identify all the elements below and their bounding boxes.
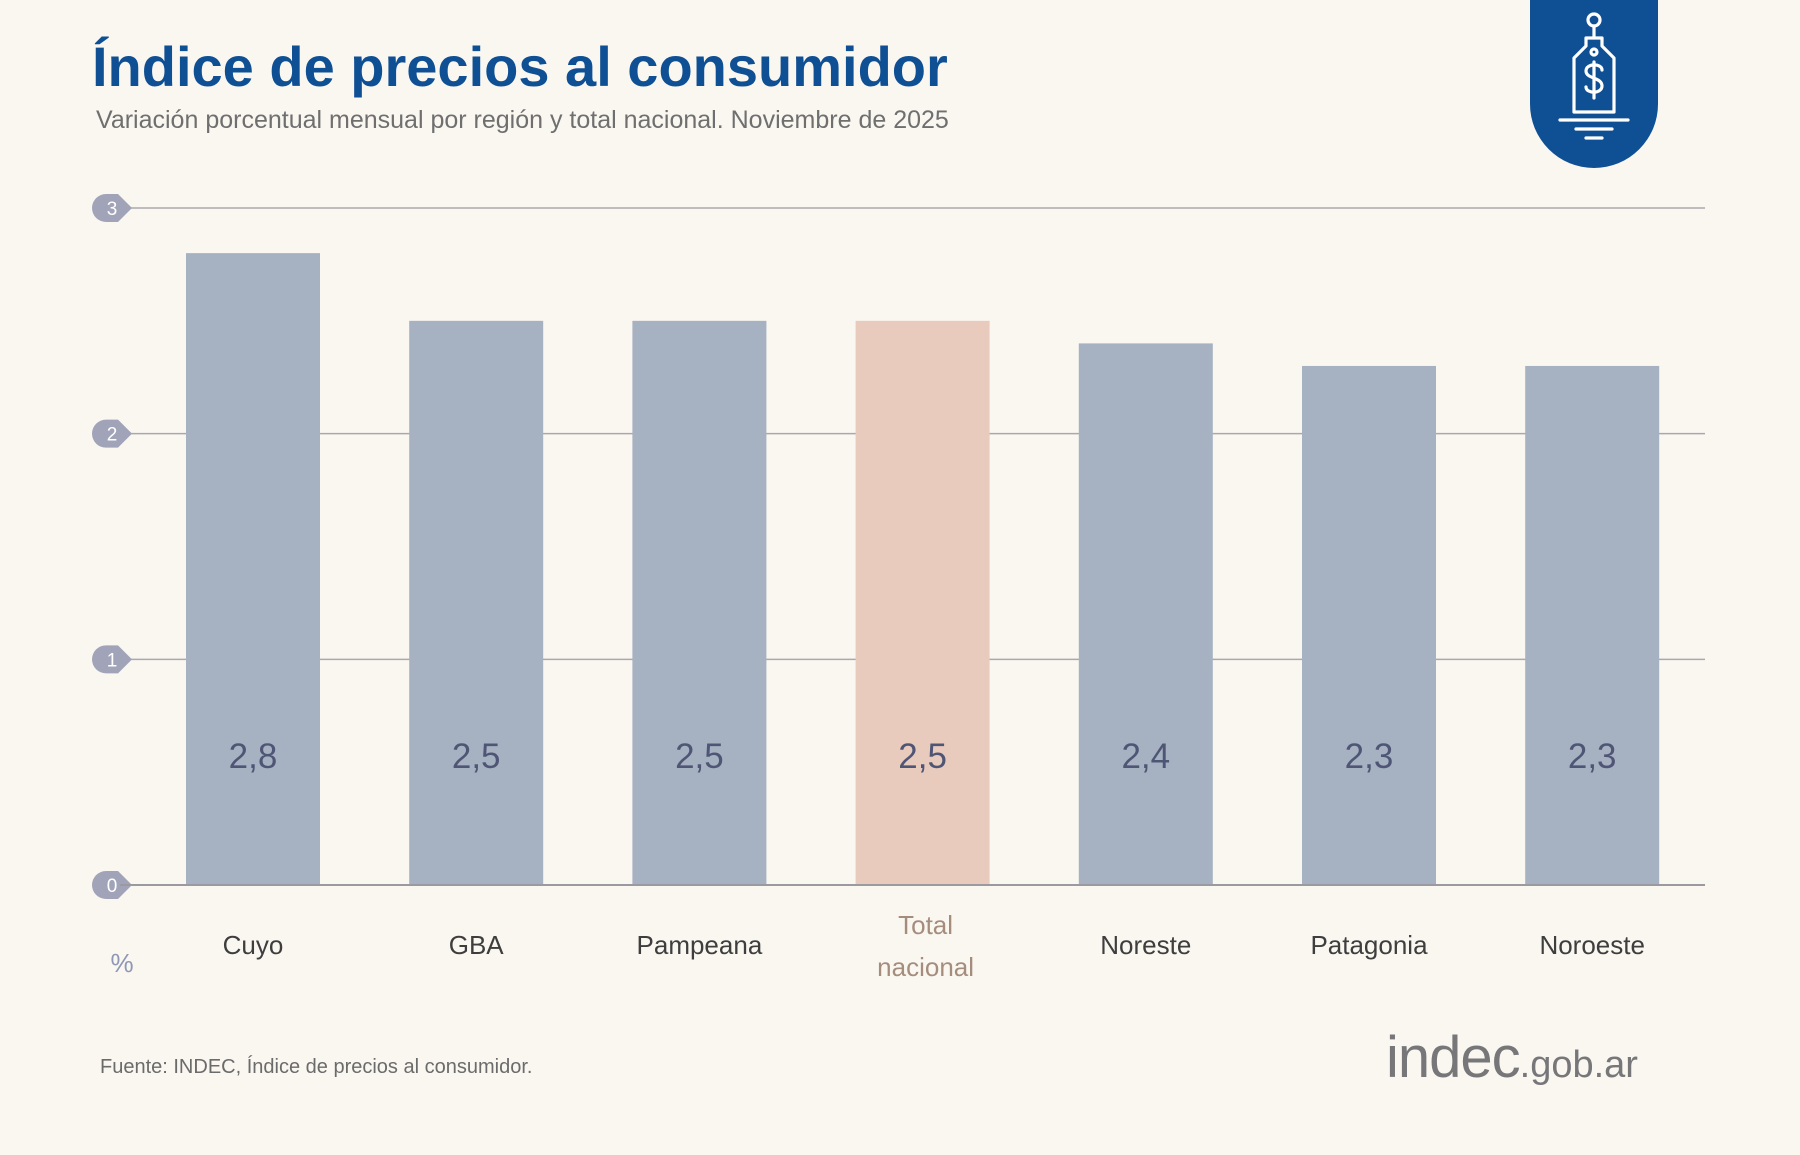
bar: [1525, 365, 1660, 885]
x-category-label: nacional: [877, 952, 974, 982]
bar: [1302, 365, 1436, 885]
x-category-label: Patagonia: [1310, 930, 1428, 960]
chart-title: Índice de precios al consumidor: [92, 35, 948, 98]
y-tick-label: 2: [107, 425, 118, 446]
bar-value-label: 2,3: [1568, 737, 1617, 776]
bar-value-label: 2,8: [229, 737, 278, 776]
logo-main: indec: [1386, 1025, 1521, 1090]
x-category-label: Total: [898, 910, 953, 940]
x-category-label: Noroeste: [1539, 930, 1645, 960]
y-tick-badge: [92, 419, 132, 448]
bar-value-label: 2,4: [1121, 737, 1170, 776]
bar: [409, 320, 544, 885]
y-tick-badge: [92, 194, 132, 222]
price-tag-dollar-icon: [1558, 12, 1630, 140]
bar-value-label: 2,5: [675, 737, 724, 776]
y-tick-badge: [92, 645, 132, 674]
chart-subtitle: Variación porcentual mensual por región …: [96, 106, 949, 134]
y-tick-label: 3: [107, 199, 118, 220]
y-tick-label: 0: [107, 876, 118, 897]
y-tick-label: 1: [107, 650, 118, 671]
indec-logo: indec.gob.ar: [1386, 1024, 1638, 1091]
y-unit-label: %: [110, 948, 133, 978]
x-category-label: Noreste: [1100, 930, 1191, 960]
bar: [632, 320, 767, 885]
x-category-label: GBA: [449, 930, 505, 960]
logo-suffix: .gob.ar: [1519, 1044, 1638, 1086]
bar-value-label: 2,5: [452, 737, 501, 776]
bar: [855, 320, 990, 885]
bar: [186, 253, 320, 886]
source-note: Fuente: INDEC, Índice de precios al cons…: [100, 1056, 533, 1078]
y-tick-badge: [92, 871, 132, 899]
bar: [1078, 343, 1213, 885]
x-category-label: Cuyo: [223, 930, 284, 960]
bar-value-label: 2,5: [898, 737, 947, 776]
price-tag-badge: [1530, 0, 1658, 168]
bar-value-label: 2,3: [1345, 737, 1394, 776]
x-category-label: Pampeana: [637, 930, 763, 960]
